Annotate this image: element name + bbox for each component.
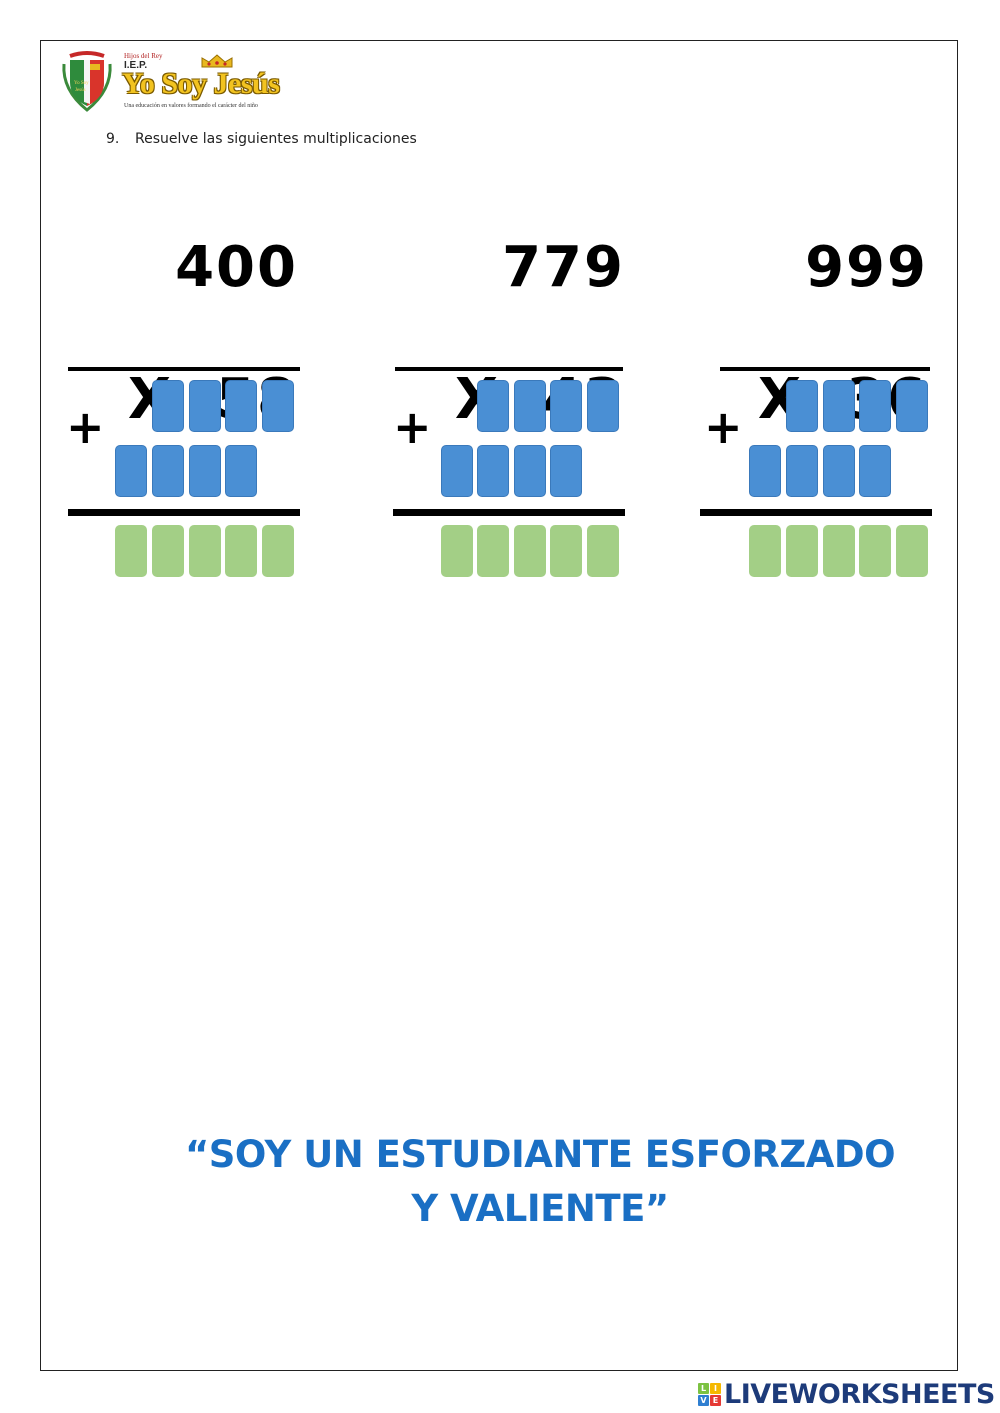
result-digit-4[interactable]	[550, 525, 582, 577]
logo-name: Yo Soy Jesús	[122, 67, 280, 100]
result-digit-5[interactable]	[262, 525, 294, 577]
partial-1-digit-1[interactable]	[786, 380, 818, 432]
multiplication-problem-3: 999 X 36 +	[696, 232, 936, 582]
partial-1-digit-4[interactable]	[587, 380, 619, 432]
partial-1-digit-2[interactable]	[514, 380, 546, 432]
result-digit-4[interactable]	[225, 525, 257, 577]
result-digit-4[interactable]	[859, 525, 891, 577]
partial-1-digit-1[interactable]	[477, 380, 509, 432]
partial-1-digit-2[interactable]	[189, 380, 221, 432]
liveworksheets-logo-icon: L I V E	[698, 1382, 721, 1406]
partial-1-digit-3[interactable]	[225, 380, 257, 432]
instruction-number: 9.	[106, 131, 120, 147]
brand-name: LIVEWORKSHEETS	[724, 1378, 995, 1410]
result-digit-3[interactable]	[189, 525, 221, 577]
sum-rule	[700, 509, 932, 516]
partial-2-digit-3[interactable]	[823, 445, 855, 497]
partial-1-digit-1[interactable]	[152, 380, 184, 432]
plus-sign: +	[704, 400, 743, 454]
result-digit-5[interactable]	[896, 525, 928, 577]
motto-line-2: Y VALIENTE”	[411, 1187, 669, 1230]
multiplication-problem-2: 779 X 43 +	[389, 232, 629, 582]
partial-2-digit-3[interactable]	[514, 445, 546, 497]
partial-1-digit-3[interactable]	[859, 380, 891, 432]
logo-tagline: Una educación en valores formando el car…	[124, 103, 258, 109]
partial-2-digit-2[interactable]	[152, 445, 184, 497]
result-digit-2[interactable]	[786, 525, 818, 577]
result-digit-5[interactable]	[587, 525, 619, 577]
page-border	[40, 40, 958, 1371]
result-digit-2[interactable]	[152, 525, 184, 577]
plus-sign: +	[66, 400, 105, 454]
partial-2-digit-1[interactable]	[115, 445, 147, 497]
multiplication-problem-1: 400 X 58 +	[62, 232, 302, 582]
result-digit-3[interactable]	[823, 525, 855, 577]
shield-crest-icon: Yo Soy Jesús	[62, 51, 112, 112]
school-logo: Yo Soy Jesús Hijos del Rey I.E.P. Yo Soy…	[60, 48, 320, 116]
instruction-text: Resuelve las siguientes multiplicaciones	[135, 131, 417, 147]
plus-sign: +	[393, 400, 432, 454]
logo-letter-v: V	[698, 1394, 709, 1406]
partial-2-digit-1[interactable]	[441, 445, 473, 497]
logo-iep: I.E.P.	[124, 60, 148, 71]
sum-rule	[393, 509, 625, 516]
partial-2-digit-2[interactable]	[477, 445, 509, 497]
multiplicand: 400	[175, 235, 298, 300]
motto-line-1: “SOY UN ESTUDIANTE ESFORZADO	[184, 1133, 896, 1176]
product-rule	[720, 367, 930, 371]
partial-2-digit-2[interactable]	[786, 445, 818, 497]
partial-2-digit-3[interactable]	[189, 445, 221, 497]
crown-icon	[201, 54, 233, 68]
result-digit-1[interactable]	[115, 525, 147, 577]
partial-2-digit-4[interactable]	[859, 445, 891, 497]
partial-1-digit-4[interactable]	[262, 380, 294, 432]
partial-1-digit-3[interactable]	[550, 380, 582, 432]
result-digit-2[interactable]	[477, 525, 509, 577]
result-digit-3[interactable]	[514, 525, 546, 577]
logo-letter-l: L	[698, 1382, 709, 1394]
partial-2-digit-4[interactable]	[225, 445, 257, 497]
partial-1-digit-2[interactable]	[823, 380, 855, 432]
sum-rule	[68, 509, 300, 516]
svg-text:Yo Soy: Yo Soy	[74, 81, 89, 86]
multiplicand: 999	[805, 235, 928, 300]
result-digit-1[interactable]	[441, 525, 473, 577]
partial-2-digit-4[interactable]	[550, 445, 582, 497]
multiplicand: 779	[502, 235, 625, 300]
motto: “SOY UN ESTUDIANTE ESFORZADO Y VALIENTE”	[140, 1128, 940, 1236]
logo-letter-i: I	[710, 1382, 721, 1394]
liveworksheets-brand: L I V E LIVEWORKSHEETS	[698, 1378, 995, 1410]
result-digit-1[interactable]	[749, 525, 781, 577]
product-rule	[68, 367, 300, 371]
partial-1-digit-4[interactable]	[896, 380, 928, 432]
instruction: 9. Resuelve las siguientes multiplicacion…	[106, 131, 417, 147]
logo-small-text: Hijos del Rey	[124, 52, 163, 60]
product-rule	[395, 367, 623, 371]
logo-letter-e: E	[710, 1394, 721, 1406]
svg-text:Jesús: Jesús	[75, 88, 86, 93]
partial-2-digit-1[interactable]	[749, 445, 781, 497]
